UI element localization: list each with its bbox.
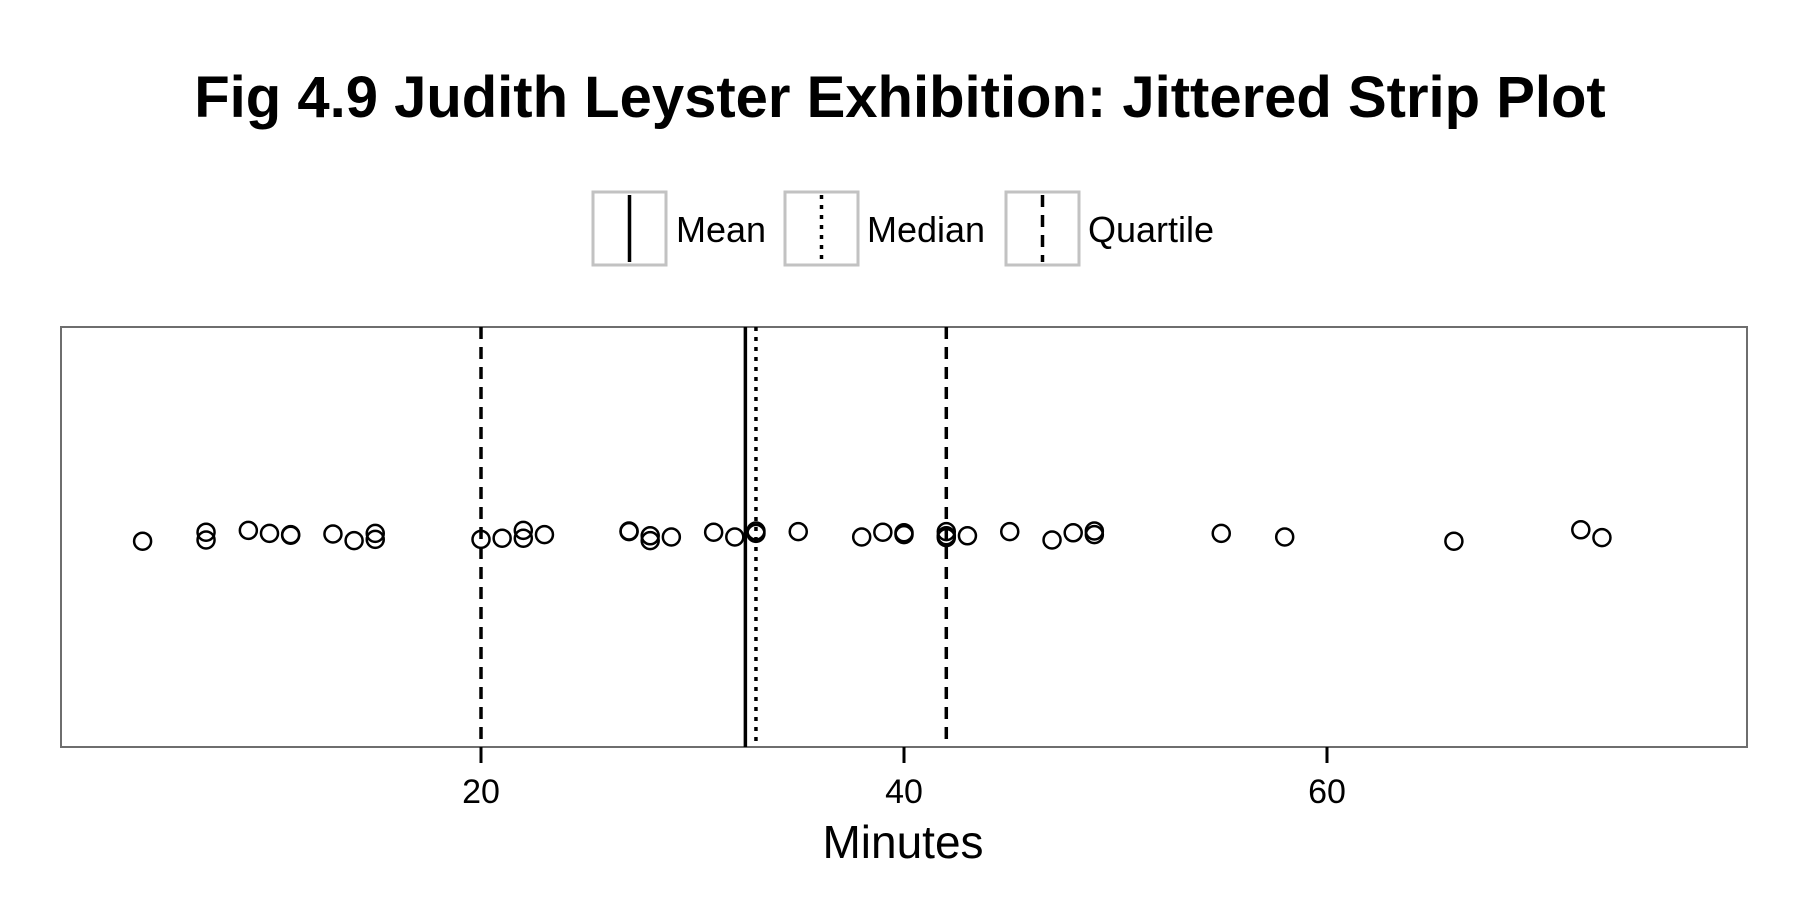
data-point (365, 523, 385, 544)
data-point (1211, 523, 1231, 544)
x-tick-label: 60 (1308, 773, 1346, 811)
legend-key-median (783, 190, 860, 267)
data-point (894, 523, 914, 543)
data-point (851, 527, 872, 547)
chart-title: Fig 4.9 Judith Leyster Exhibition: Jitte… (194, 65, 1606, 130)
legend-key-quartile (1004, 190, 1081, 267)
data-point (725, 527, 745, 547)
legend: Mean Median Quartile (591, 190, 1214, 267)
data-point (1000, 521, 1020, 542)
data-point (640, 530, 660, 551)
legend-label-median: Median (867, 209, 985, 250)
data-point (873, 522, 893, 542)
legend-label-mean: Mean (676, 209, 766, 250)
reference-lines (479, 327, 949, 747)
data-point (513, 528, 534, 548)
data-point (661, 527, 682, 547)
data-point (534, 524, 555, 545)
data-point (471, 529, 491, 550)
data-point (1084, 524, 1105, 545)
data-points (132, 520, 1612, 551)
data-point (196, 522, 216, 542)
data-point (640, 526, 660, 546)
data-point (1274, 527, 1295, 547)
data-point (492, 528, 512, 548)
data-point (1592, 527, 1612, 548)
data-point (703, 522, 724, 542)
data-point (1063, 523, 1083, 543)
data-point (1042, 530, 1062, 550)
data-point (1444, 531, 1464, 551)
data-point (344, 530, 364, 551)
data-point (132, 531, 153, 551)
x-tick-label: 40 (885, 773, 923, 811)
data-point (323, 524, 343, 544)
x-axis-title: Minutes (822, 816, 983, 868)
data-point (788, 521, 808, 542)
data-point (957, 526, 978, 546)
x-axis: 20 40 60 (462, 747, 1346, 811)
data-point (1571, 520, 1591, 540)
x-tick-label: 20 (462, 773, 500, 811)
data-point (619, 521, 639, 541)
data-point (280, 524, 301, 545)
legend-key-mean (591, 190, 668, 267)
data-point (238, 520, 259, 541)
data-point (196, 530, 216, 550)
legend-label-quartile: Quartile (1088, 209, 1214, 250)
data-point (513, 520, 534, 541)
data-point (746, 521, 766, 541)
data-point (936, 526, 957, 546)
data-point (259, 523, 280, 544)
data-point (365, 529, 385, 550)
plot-frame (60, 326, 1748, 748)
